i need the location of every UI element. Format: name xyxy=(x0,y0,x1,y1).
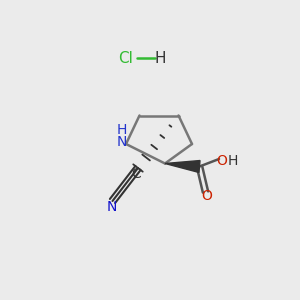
Text: N: N xyxy=(106,200,117,214)
Text: C: C xyxy=(132,167,141,181)
Polygon shape xyxy=(165,160,200,172)
Text: O: O xyxy=(202,190,212,203)
Text: H: H xyxy=(116,123,127,137)
Text: O: O xyxy=(216,154,227,168)
Text: N: N xyxy=(116,136,127,149)
Text: Cl: Cl xyxy=(118,51,134,66)
Text: H: H xyxy=(227,154,238,168)
Text: H: H xyxy=(155,51,166,66)
